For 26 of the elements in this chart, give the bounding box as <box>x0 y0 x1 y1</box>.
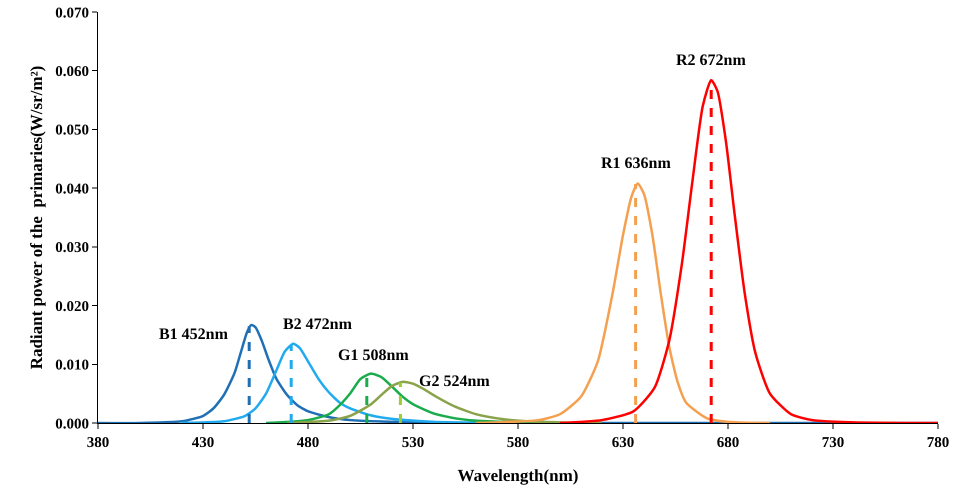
x-tick-label: 680 <box>716 435 740 451</box>
y-tick-label: 0.000 <box>55 416 89 432</box>
annotation: G2 524nm <box>419 373 490 390</box>
y-axis-title: Radiant power of the primaries(W/sr/m²) <box>26 66 46 370</box>
y-tick-label: 0.010 <box>55 358 89 374</box>
x-tick-label: 580 <box>506 435 530 451</box>
line-series <box>558 78 938 423</box>
x-tick-label: 380 <box>86 435 110 451</box>
y-tick-label: 0.020 <box>55 298 89 315</box>
annotation: B2 472nm <box>283 316 353 333</box>
annotation: G1 508nm <box>338 347 410 364</box>
x-tick-label: 780 <box>926 435 950 451</box>
y-tick-label: 0.040 <box>55 181 89 198</box>
x-tick-label: 530 <box>402 435 424 451</box>
y-tick-label: 0.050 <box>55 122 89 139</box>
x-tick-label: 430 <box>192 435 214 451</box>
x-tick-label: 480 <box>296 435 320 451</box>
x-tick-label: 730 <box>822 435 844 451</box>
annotation: R1 636nm <box>601 155 672 172</box>
y-tick-label: 0.070 <box>55 5 89 22</box>
x-tick-label: 630 <box>612 435 634 451</box>
annotation: B1 452nm <box>159 326 229 343</box>
annotation: R2 672nm <box>676 52 746 69</box>
y-tick-label: 0.030 <box>55 240 89 256</box>
y-tick-label: 0.060 <box>55 64 89 80</box>
x-axis-title: Wavelength(nm) <box>458 466 578 485</box>
